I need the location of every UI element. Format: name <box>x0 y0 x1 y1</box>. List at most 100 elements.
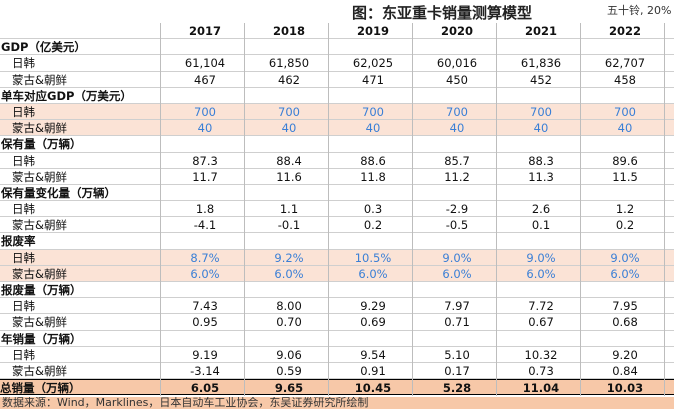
column-divider <box>580 23 581 396</box>
table-cell: 62,025 <box>352 56 394 71</box>
year-header: 2019 <box>356 24 389 38</box>
table-cell: 458 <box>614 72 636 87</box>
year-header: 2018 <box>272 24 305 38</box>
table-cell: 88.3 <box>528 153 554 168</box>
table-row: 蒙古&朝鲜 11.7 11.6 11.8 11.2 11.3 11.5 <box>0 169 674 185</box>
table-cell: 85.7 <box>444 153 470 168</box>
table-cell: 61,104 <box>184 56 226 71</box>
table-row: 日韩 7.43 8.00 9.29 7.97 7.72 7.95 <box>0 298 674 315</box>
table-cell: 6.05 <box>190 381 220 396</box>
table-cell: 6.0% <box>442 266 472 281</box>
table-cell: 7.43 <box>192 299 218 314</box>
table-cell: 1.8 <box>195 202 215 217</box>
table-cell: 0.2 <box>363 218 383 233</box>
row-label: 日韩 <box>12 347 35 362</box>
row-label: 日韩 <box>12 299 35 314</box>
table-cell: 0.95 <box>192 315 218 330</box>
table-cell: -0.5 <box>445 218 469 233</box>
table-cell: 450 <box>446 72 468 87</box>
section-row: 保有量（万辆） <box>0 136 674 153</box>
table-cell: 8.7% <box>190 250 220 265</box>
table-cell: 0.71 <box>444 315 470 330</box>
table-cell: -4.1 <box>193 218 217 233</box>
year-header: 2021 <box>524 24 557 38</box>
row-label: 总销量（万辆） <box>0 381 81 395</box>
table-cell: 9.0% <box>526 250 556 265</box>
table-cell: -2.9 <box>445 202 469 217</box>
header-note: 五十铃, 20% <box>607 4 672 17</box>
table-cell: 9.54 <box>360 347 386 362</box>
table-cell: 9.06 <box>276 347 302 362</box>
section-row: 保有量变化量（万辆） <box>0 185 674 202</box>
table-cell: 0.67 <box>528 315 554 330</box>
table-cell: 0.3 <box>363 202 383 217</box>
table-cell: 6.0% <box>190 266 220 281</box>
table-cell: -0.1 <box>277 218 301 233</box>
table-row: 蒙古&朝鲜 0.95 0.70 0.69 0.71 0.67 0.68 <box>0 314 674 331</box>
table-cell: 700 <box>278 104 300 119</box>
total-row: 总销量（万辆） 6.05 9.65 10.45 5.28 11.04 10.03 <box>0 379 674 396</box>
table-row: 日韩 1.8 1.1 0.3 -2.9 2.6 1.2 <box>0 201 674 218</box>
table-row: 日韩 87.3 88.4 88.6 85.7 88.3 89.6 <box>0 153 674 169</box>
year-header: 2020 <box>440 24 473 38</box>
table-cell: 9.0% <box>442 250 472 265</box>
table-cell: 9.19 <box>192 347 218 362</box>
column-divider <box>328 23 329 396</box>
table-cell: 6.0% <box>274 266 304 281</box>
table-cell: 467 <box>194 72 216 87</box>
row-label: 蒙古&朝鲜 <box>12 315 67 330</box>
table-cell: 89.6 <box>612 153 638 168</box>
table-cell: 9.2% <box>274 250 304 265</box>
table-cell: 462 <box>278 72 300 87</box>
table-cell: 88.6 <box>360 153 386 168</box>
table-cell: 11.04 <box>522 381 560 396</box>
table-cell: 0.1 <box>531 218 551 233</box>
table-cell: 8.00 <box>276 299 302 314</box>
data-table: 2017 2018 2019 2020 2021 2022 GDP（亿美元） 日韩 61,104… <box>0 23 674 396</box>
table-cell: 2.6 <box>531 202 551 217</box>
row-label: 蒙古&朝鲜 <box>12 72 67 87</box>
row-label: 保有量变化量（万辆） <box>1 185 116 200</box>
row-label: 蒙古&朝鲜 <box>12 218 67 233</box>
table-cell: 11.2 <box>444 169 470 184</box>
table-cell: 6.0% <box>610 266 640 281</box>
section-row: GDP（亿美元） <box>0 39 674 56</box>
row-label: 日韩 <box>12 153 35 168</box>
table-cell: 61,850 <box>268 56 310 71</box>
table-cell: 471 <box>362 72 384 87</box>
row-label: 报废量（万辆） <box>1 283 82 297</box>
row-label: 日韩 <box>12 56 35 71</box>
table-cell: 61,836 <box>520 56 562 71</box>
table-cell: 40 <box>197 121 213 136</box>
table-cell: 10.45 <box>354 381 392 396</box>
row-label: 蒙古&朝鲜 <box>12 266 67 281</box>
table-cell: 11.3 <box>528 169 554 184</box>
row-label: 蒙古&朝鲜 <box>12 363 67 378</box>
table-cell: 7.72 <box>528 299 554 314</box>
table-cell: 11.7 <box>192 169 218 184</box>
table-cell: -3.14 <box>190 363 220 378</box>
table-cell: 9.0% <box>610 250 640 265</box>
row-label: 年销量（万辆） <box>1 331 82 346</box>
row-label: 报废率 <box>1 234 36 249</box>
section-row: 单车对应GDP（万美元） <box>0 88 674 104</box>
table-cell: 0.84 <box>612 363 638 378</box>
row-label: 日韩 <box>12 104 35 119</box>
table-cell: 6.0% <box>358 266 388 281</box>
table-cell: 0.68 <box>612 315 638 330</box>
table-row: 蒙古&朝鲜 467 462 471 450 452 458 <box>0 72 674 88</box>
source-note: 数据来源：Wind，Marklines，日本自动车工业协会，东吴证券研究所绘制 <box>0 397 674 409</box>
table-row: 蒙古&朝鲜 40 40 40 40 40 40 <box>0 120 674 137</box>
table-cell: 0.59 <box>276 363 302 378</box>
section-row: 报废量（万辆） <box>0 282 674 299</box>
table-cell: 6.0% <box>526 266 556 281</box>
table-row: 日韩 700 700 700 700 700 700 <box>0 103 674 121</box>
row-label: GDP（亿美元） <box>1 40 86 55</box>
table-cell: 1.2 <box>615 202 635 217</box>
table-cell: 5.10 <box>444 347 470 362</box>
table-cell: 0.2 <box>615 218 635 233</box>
column-divider <box>412 23 413 396</box>
table-cell: 87.3 <box>192 153 218 168</box>
table-cell: 60,016 <box>436 56 478 71</box>
table-cell: 9.65 <box>274 381 304 396</box>
